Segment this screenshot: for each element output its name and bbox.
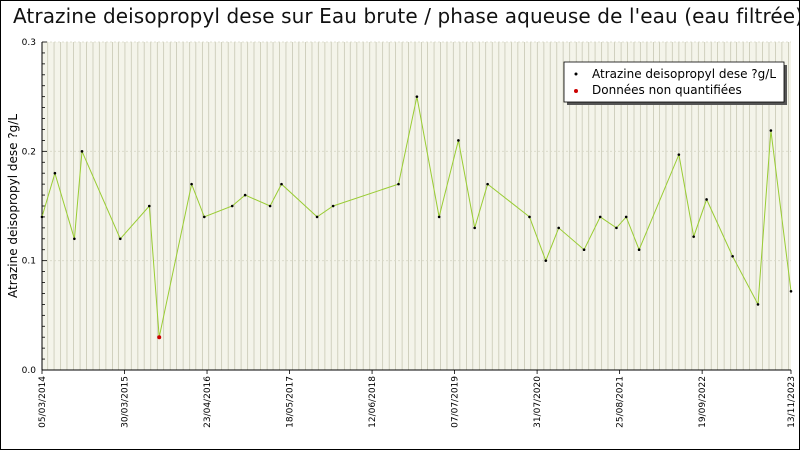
- data-point: [705, 198, 708, 201]
- legend-entry-non-quantified: Données non quantifiées: [592, 83, 742, 97]
- non-quantified-markers: [157, 335, 162, 340]
- data-point: [315, 215, 319, 219]
- data-point: [598, 215, 602, 219]
- y-tick-label: 0.0: [22, 366, 37, 376]
- x-tick-labels: 05/03/2014 30/03/2015 23/04/2016 18/05/2017…: [38, 370, 797, 428]
- x-tick-label: 23/04/2016: [203, 376, 213, 428]
- x-tick-label: 31/07/2020: [533, 376, 543, 428]
- data-point: [756, 303, 760, 306]
- data-point: [637, 248, 641, 252]
- data-point: [677, 153, 681, 156]
- data-point: [118, 237, 122, 241]
- legend: Atrazine deisopropyl dese ?g/L Données n…: [563, 61, 787, 105]
- data-point: [268, 204, 272, 208]
- data-point: [437, 215, 441, 219]
- series-markers: [40, 95, 793, 339]
- data-point: [331, 204, 335, 208]
- data-point: [53, 171, 57, 175]
- data-point: [73, 237, 76, 241]
- y-tick-label: 0.3: [22, 38, 36, 48]
- data-point: [397, 182, 400, 186]
- data-point: [624, 215, 628, 219]
- x-tick-label: 30/03/2015: [121, 376, 131, 428]
- data-point: [230, 204, 234, 208]
- x-tick-label: 12/06/2018: [368, 376, 378, 428]
- x-tick-label: 19/09/2022: [698, 376, 708, 428]
- legend-marker-series: [574, 72, 578, 76]
- data-point: [544, 259, 548, 262]
- data-point: [789, 289, 793, 293]
- y-tick-labels: 0.0 0.1 0.2 0.3: [22, 38, 37, 376]
- legend-marker-non-quantified: [574, 89, 578, 93]
- axes: [41, 41, 791, 371]
- chart-title: Atrazine deisopropyl dese sur Eau brute …: [13, 4, 800, 28]
- legend-entry-series: Atrazine deisopropyl dese ?g/L: [592, 67, 776, 81]
- y-tick-label: 0.1: [22, 257, 36, 267]
- data-point: [557, 226, 560, 230]
- data-point: [528, 215, 531, 219]
- data-point: [582, 248, 586, 252]
- x-tick-label: 18/05/2017: [286, 376, 296, 428]
- data-point: [415, 95, 419, 98]
- legend-box: [563, 61, 785, 103]
- data-point: [40, 215, 44, 219]
- data-point: [202, 215, 206, 219]
- y-axis-label: Atrazine deisopropyl dese ?g/L: [6, 114, 20, 298]
- data-point: [769, 129, 773, 132]
- data-point: [190, 182, 193, 186]
- data-point: [280, 182, 283, 186]
- series-line: [41, 96, 792, 338]
- data-point: [486, 182, 489, 186]
- data-point: [473, 226, 476, 230]
- y-tick-label: 0.2: [22, 147, 36, 157]
- data-point: [615, 226, 618, 230]
- non-quantified-point: [157, 335, 162, 340]
- data-point: [731, 254, 734, 258]
- data-point: [147, 204, 151, 208]
- data-point: [692, 235, 695, 238]
- data-point: [243, 193, 247, 197]
- data-point: [80, 150, 84, 153]
- x-tick-label: 07/07/2019: [451, 376, 461, 428]
- x-tick-label: 13/11/2023: [787, 376, 797, 428]
- data-point: [457, 139, 460, 142]
- x-tick-label: 25/08/2021: [616, 376, 626, 428]
- x-tick-label: 05/03/2014: [38, 376, 48, 428]
